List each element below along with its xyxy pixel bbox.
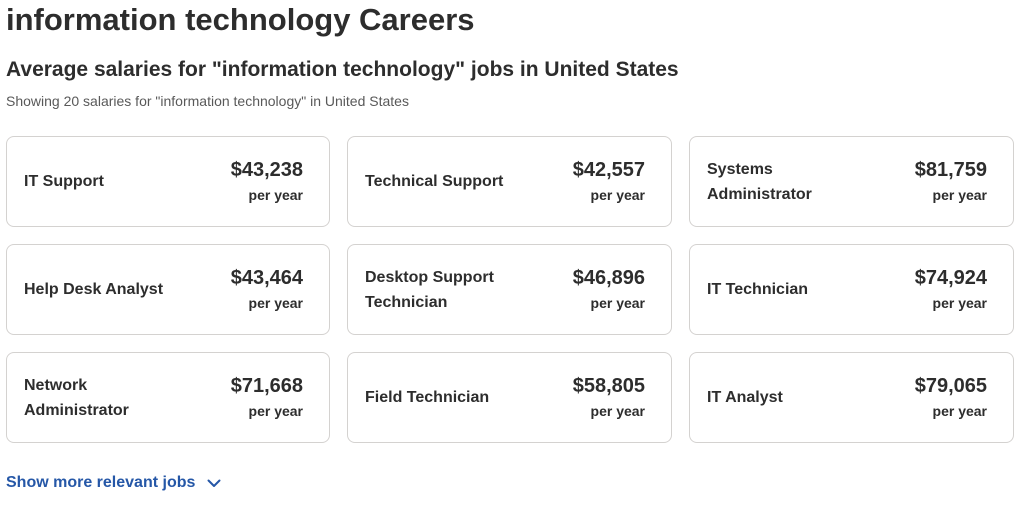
salary-card[interactable]: IT Technician $74,924 per year — [689, 244, 1014, 335]
salaries-subtitle: Showing 20 salaries for "information tec… — [6, 93, 409, 109]
salary-period: per year — [932, 403, 987, 419]
salary-amount: $79,065 — [914, 375, 987, 397]
salary-card[interactable]: IT Analyst $79,065 per year — [689, 352, 1014, 443]
salary-period: per year — [590, 403, 645, 419]
salary-card[interactable]: Technical Support $42,557 per year — [347, 136, 672, 227]
salary-block: $79,065 per year — [915, 374, 987, 421]
salary-block: $71,668 per year — [231, 374, 303, 421]
salaries-heading: Average salaries for "information techno… — [6, 58, 679, 81]
salary-block: $81,759 per year — [915, 158, 987, 205]
chevron-down-icon — [207, 476, 221, 490]
salary-card[interactable]: Help Desk Analyst $43,464 per year — [6, 244, 330, 335]
job-title: IT Analyst — [707, 389, 783, 406]
salary-period: per year — [932, 187, 987, 203]
salary-period: per year — [248, 187, 303, 203]
salary-block: $43,238 per year — [231, 158, 303, 205]
job-title: Help Desk Analyst — [24, 281, 164, 298]
salary-period: per year — [248, 295, 303, 311]
salary-amount: $43,464 — [230, 267, 303, 289]
show-more-label: Show more relevant jobs — [6, 474, 196, 491]
job-title: IT Support — [24, 173, 104, 190]
salary-card[interactable]: Field Technician $58,805 per year — [347, 352, 672, 443]
salary-cards-grid: IT Support $43,238 per year Technical Su… — [6, 136, 1014, 443]
salary-block: $74,924 per year — [915, 266, 987, 313]
salary-amount: $74,924 — [914, 267, 987, 289]
salary-card[interactable]: Systems Administrator $81,759 per year — [689, 136, 1014, 227]
salary-period: per year — [248, 403, 303, 419]
salary-amount: $81,759 — [914, 159, 987, 181]
job-title: Desktop Support Technician — [365, 268, 494, 311]
salary-period: per year — [590, 295, 645, 311]
salary-block: $46,896 per year — [573, 266, 645, 313]
salary-block: $58,805 per year — [573, 374, 645, 421]
salary-card[interactable]: IT Support $43,238 per year — [6, 136, 330, 227]
salary-period: per year — [932, 295, 987, 311]
salary-amount: $43,238 — [230, 159, 303, 181]
job-title: Systems Administrator — [707, 160, 812, 203]
salary-card[interactable]: Network Administrator $71,668 per year — [6, 352, 330, 443]
salary-amount: $71,668 — [230, 375, 303, 397]
job-title: IT Technician — [707, 281, 809, 298]
job-title: Network Administrator — [24, 376, 129, 419]
salary-amount: $58,805 — [572, 375, 645, 397]
salary-block: $43,464 per year — [231, 266, 303, 313]
salary-card[interactable]: Desktop Support Technician $46,896 per y… — [347, 244, 672, 335]
salary-block: $42,557 per year — [573, 158, 645, 205]
salary-amount: $46,896 — [572, 267, 645, 289]
page-title: information technology Careers — [6, 2, 475, 37]
salary-amount: $42,557 — [572, 159, 645, 181]
job-title: Technical Support — [365, 173, 504, 190]
job-title: Field Technician — [365, 389, 490, 406]
salary-period: per year — [590, 187, 645, 203]
show-more-jobs-button[interactable]: Show more relevant jobs — [6, 472, 221, 494]
